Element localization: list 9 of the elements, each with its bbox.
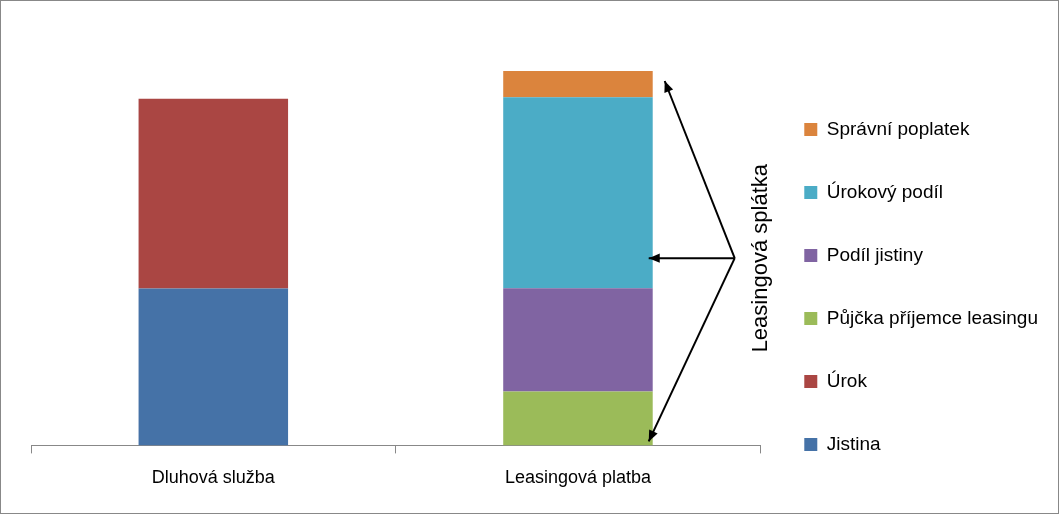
annotation: Leasingová splátka [746, 163, 772, 353]
legend-label: Půjčka příjemce leasingu [826, 306, 1038, 328]
legend-label: Správní poplatek [826, 117, 970, 139]
x-tick-label: Dluhová služba [151, 467, 276, 488]
legend-label: Úrok [826, 369, 868, 391]
legend-label: Podíl jistiny [826, 243, 924, 265]
x-tick-label: Leasingová platba [504, 467, 653, 488]
legend-label: Jistina [826, 432, 882, 454]
legend-label: Úrokový podíl [826, 180, 943, 202]
